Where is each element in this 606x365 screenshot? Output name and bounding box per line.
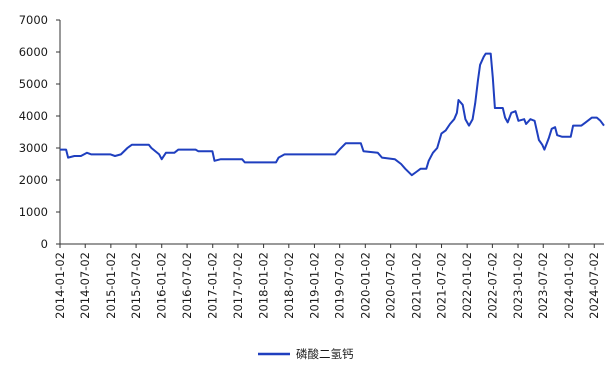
x-tick-label: 2019-07-02 [333,252,347,319]
x-tick-label: 2022-01-02 [460,252,474,319]
x-tick-label: 2021-01-02 [409,252,423,319]
series-line [60,52,605,177]
y-tick-label: 5000 [19,77,48,91]
x-tick-label: 2015-01-02 [104,252,118,319]
x-tick-label: 2024-07-02 [587,252,601,319]
x-tick-label: 2016-01-02 [155,252,169,319]
y-tick-label: 0 [41,237,48,251]
legend-label: 磷酸二氢钙 [296,347,354,361]
y-tick-label: 1000 [19,205,48,219]
y-tick-label: 2000 [19,173,48,187]
y-tick-label: 7000 [19,13,48,27]
y-tick-label: 4000 [19,109,48,123]
x-tick-label: 2023-01-02 [511,252,525,319]
x-tick-label: 2016-07-02 [180,252,194,319]
plot-area [60,52,605,177]
x-tick-label: 2020-01-02 [358,252,372,319]
x-tick-label: 2017-01-02 [206,252,220,319]
y-tick-label: 3000 [19,141,48,155]
x-tick-label: 2018-01-02 [257,252,271,319]
x-tick-label: 2023-07-02 [536,252,550,319]
x-tick-label: 2024-01-02 [562,252,576,319]
x-tick-label: 2021-07-02 [435,252,449,319]
x-axis: 2014-01-02 2014-07-02 2015-01-02 2015-07-02… [53,243,604,319]
legend: 磷酸二氢钙 [258,347,354,361]
x-tick-label: 2019-01-02 [307,252,321,319]
x-tick-label: 2014-07-02 [78,252,92,319]
y-tick-label: 6000 [19,45,48,59]
x-tick-label: 2014-01-02 [53,252,67,319]
x-tick-label: 2015-07-02 [129,252,143,319]
x-tick-label: 2017-07-02 [231,252,245,319]
x-tick-label: 2020-07-02 [384,252,398,319]
x-tick-label: 2018-07-02 [282,252,296,319]
x-tick-label: 2022-07-02 [485,252,499,319]
y-axis: 0 1000 2000 3000 4000 5000 6000 7000 [19,13,61,251]
